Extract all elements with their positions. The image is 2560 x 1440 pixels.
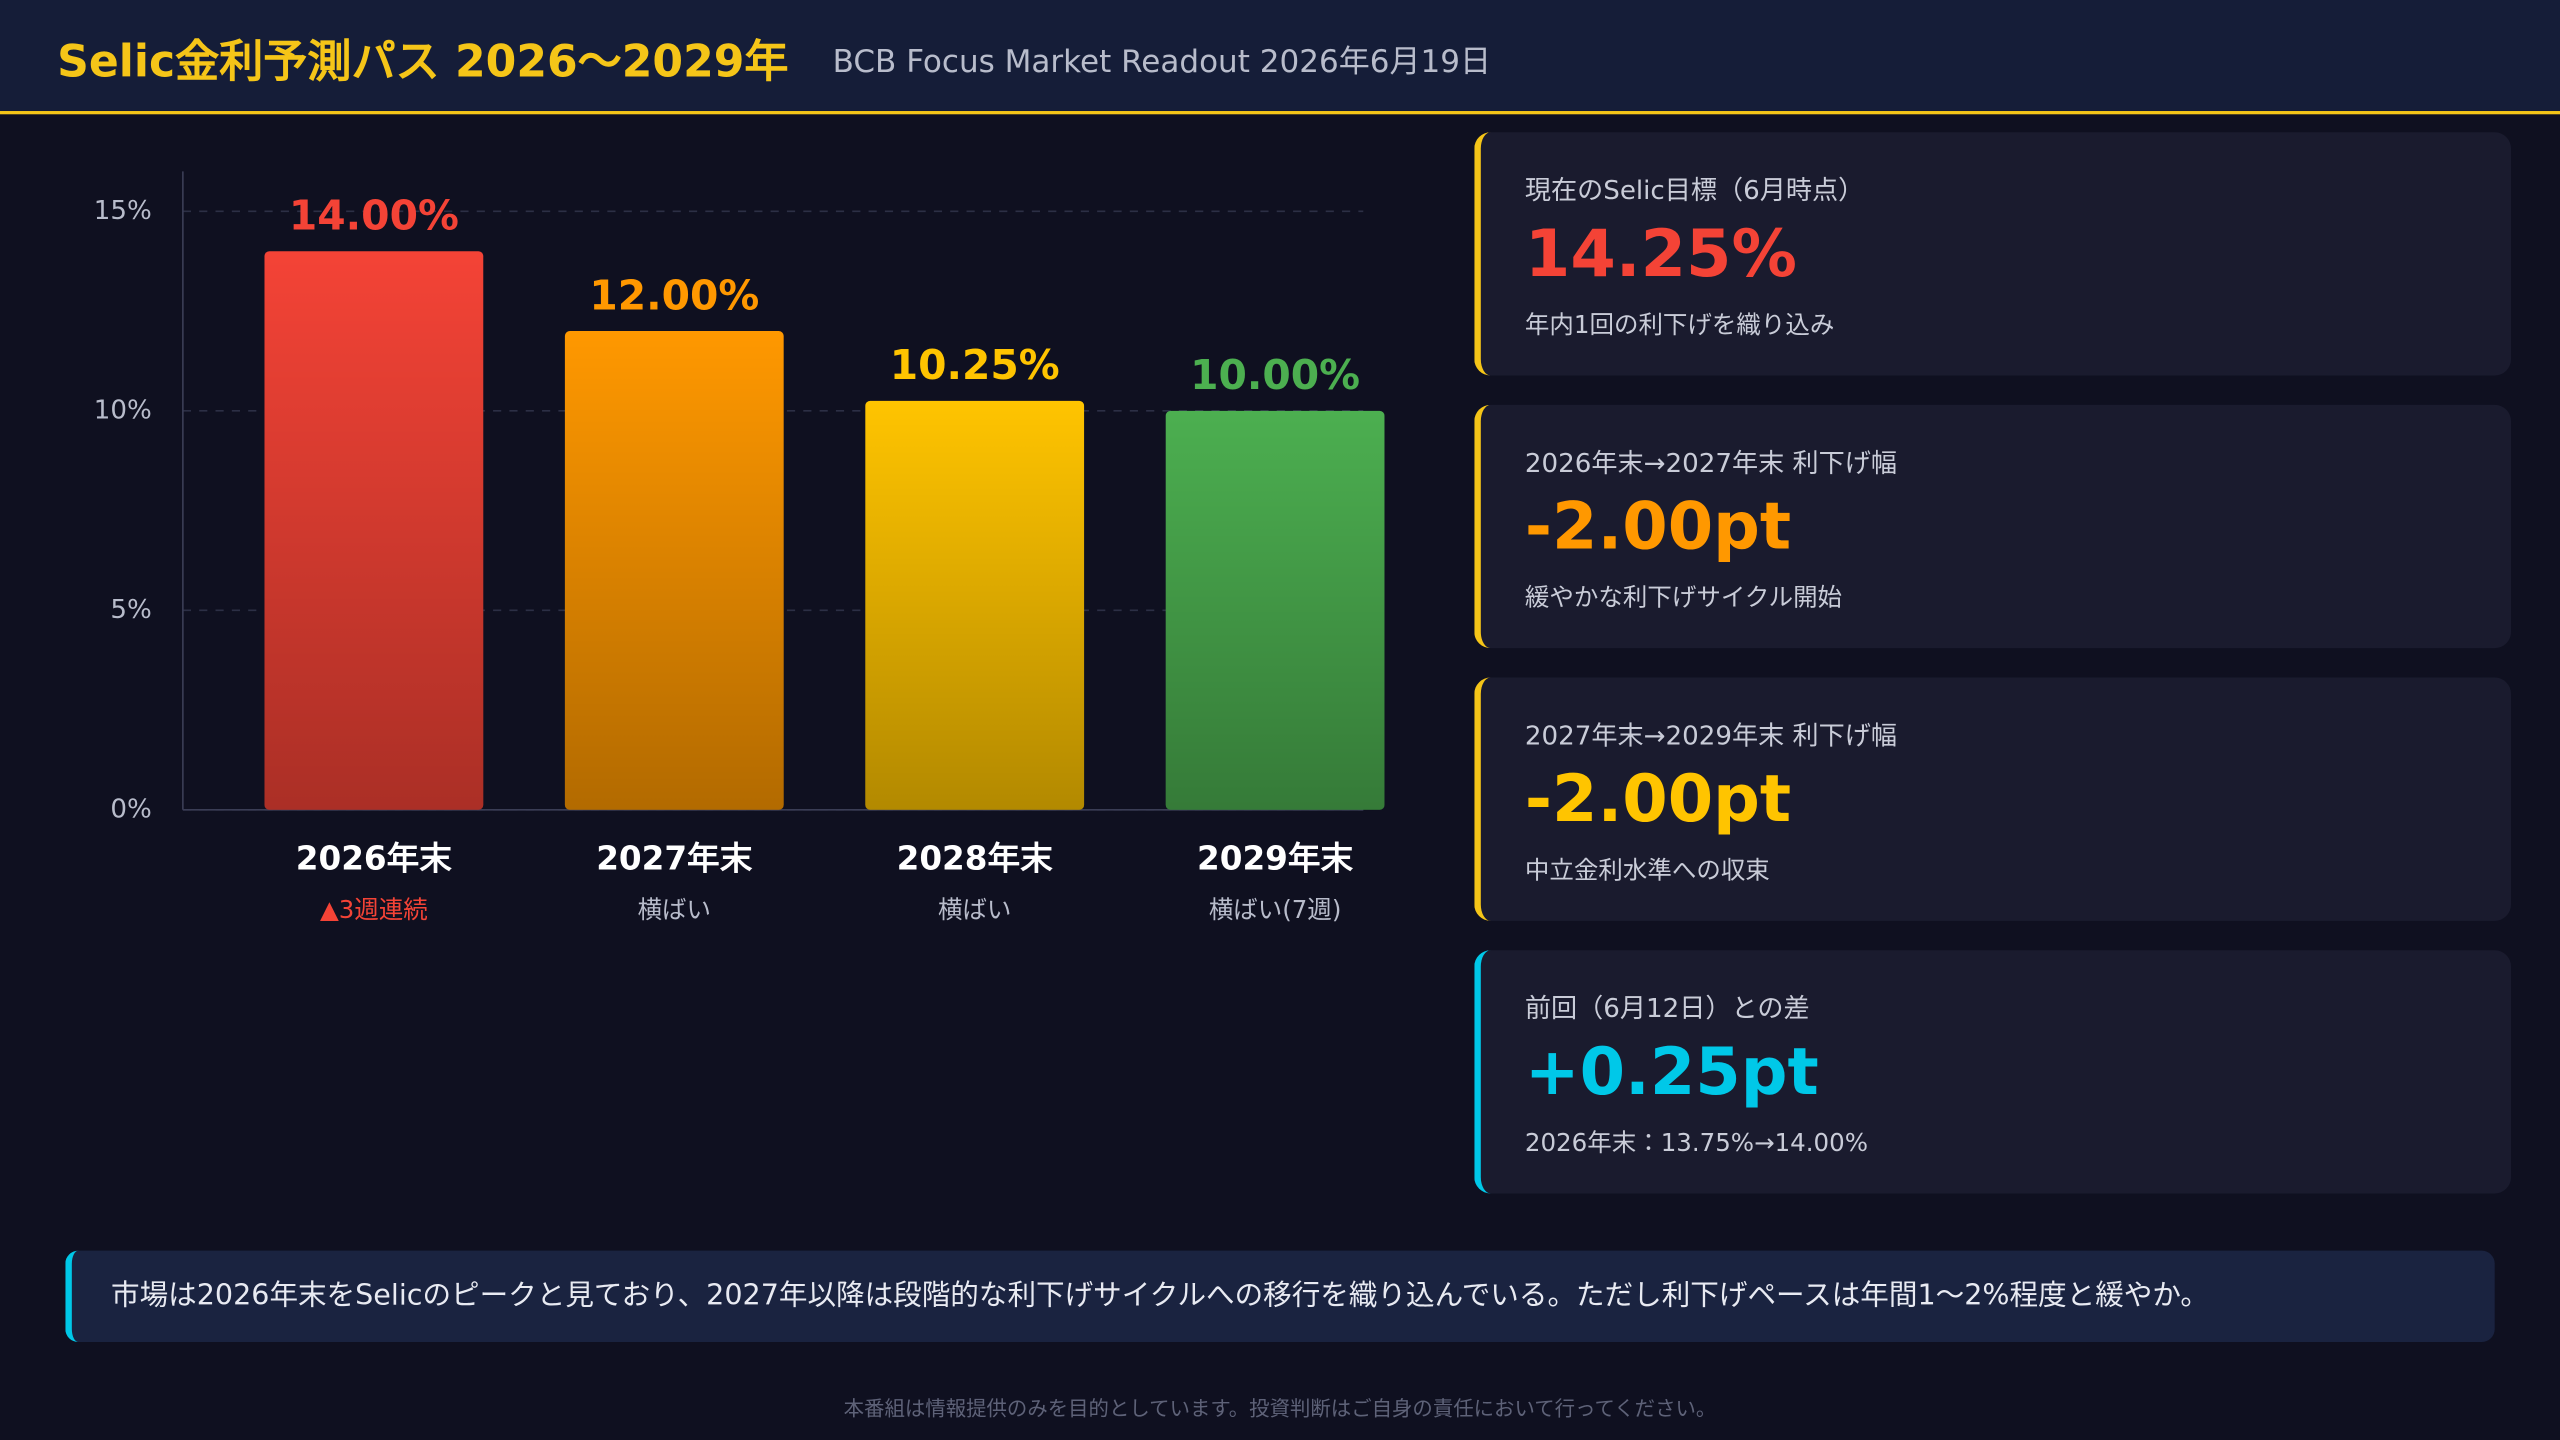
chart: 0% 5% 10% 15% 14.00% 2026年末 ▲3週連続 12.00% 2027年末横… — [94, 171, 1385, 924]
y-tick-label: 0% — [110, 794, 151, 824]
stat-card: 前回（6月12日）との差 +0.25pt 2026年末：13.75%→14.00% — [1474, 950, 2512, 1194]
bar-shade — [865, 400, 1085, 810]
card-value: 14.25% — [1524, 217, 1797, 293]
category-note: ▲3週連続 — [320, 895, 428, 924]
bar-shade — [1165, 410, 1385, 810]
card-note: 中立金利水準への収束 — [1524, 855, 1770, 885]
stat-card: 2027年末→2029年末 利下げ幅 -2.00pt 中立金利水準への収束 — [1474, 677, 2512, 921]
category-note: 横ばい — [938, 895, 1011, 924]
summary: 市場は2026年末をSelicのピークと見ており、2027年以降は段階的な利下げ… — [65, 1250, 2495, 1343]
card-value: -2.00pt — [1524, 762, 1792, 838]
value-label: 14.00% — [289, 192, 459, 240]
card-label: 2027年末→2029年末 利下げ幅 — [1524, 720, 1898, 752]
disclaimer: 本番組は情報提供のみを目的としています。投資判断はご自身の責任において行ってくだ… — [843, 1395, 1717, 1421]
x-tick-label: 2027年末 — [596, 839, 752, 877]
card-note: 2026年末：13.75%→14.00% — [1524, 1128, 1868, 1158]
bar-shade — [564, 331, 784, 810]
card-label: 2026年末→2027年末 利下げ幅 — [1524, 447, 1898, 479]
x-tick-label: 2026年末 — [296, 839, 452, 877]
y-tick-label: 5% — [110, 595, 151, 625]
card-label: 前回（6月12日）との差 — [1524, 992, 1810, 1024]
x-tick-label: 2028年末 — [897, 839, 1053, 877]
stat-card: 2026年末→2027年末 利下げ幅 -2.00pt 緩やかな利下げサイクル開始 — [1474, 404, 2512, 649]
card-note: 年内1回の利下げを織り込み — [1524, 310, 1835, 340]
stat-card: 現在のSelic目標（6月時点） 14.25% 年内1回の利下げを織り込み — [1474, 132, 2512, 376]
card-note: 緩やかな利下げサイクル開始 — [1524, 582, 1843, 613]
y-tick-label: 15% — [94, 196, 152, 226]
x-tick-label: 2029年末 — [1197, 839, 1353, 877]
value-label: 10.25% — [890, 341, 1060, 389]
value-label: 12.00% — [589, 271, 759, 319]
card-value: +0.25pt — [1524, 1035, 1819, 1111]
bar-shade — [264, 251, 484, 810]
subtitle: BCB Focus Market Readout 2026年6月19日 — [832, 44, 1491, 80]
y-tick-label: 10% — [94, 395, 152, 425]
category-note: 横ばい — [638, 895, 711, 924]
title: Selic金利予測パス 2026〜2029年 — [57, 37, 789, 89]
card-label: 現在のSelic目標（6月時点） — [1524, 174, 1865, 206]
value-label: 10.00% — [1190, 351, 1360, 399]
header: Selic金利予測パス 2026〜2029年 BCB Focus Market … — [0, 0, 2560, 115]
category-note: 横ばい(7週) — [1209, 895, 1342, 924]
card-value: -2.00pt — [1524, 489, 1792, 565]
